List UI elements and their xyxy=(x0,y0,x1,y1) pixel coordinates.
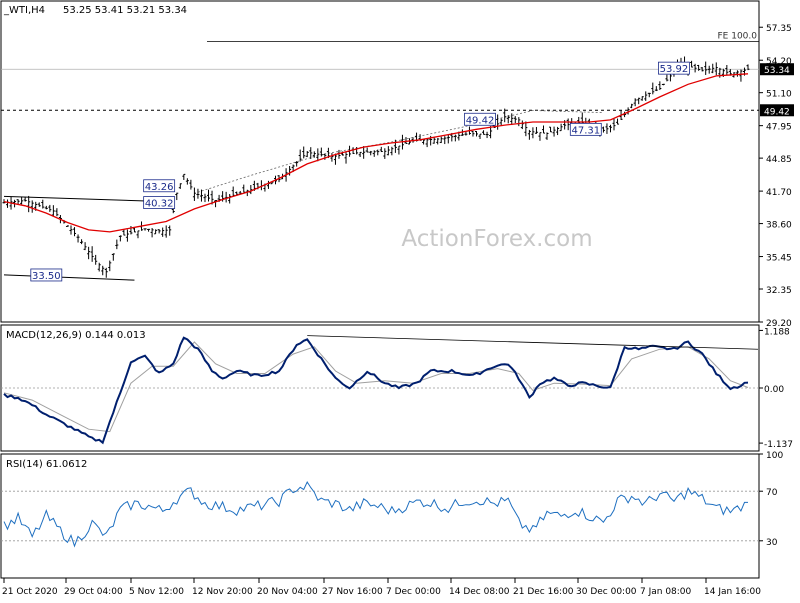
macd-line xyxy=(3,336,749,445)
price-trendline xyxy=(3,274,135,281)
ohlc-label: 53.25 53.41 53.21 53.34 xyxy=(63,5,187,16)
macd-axis-label: -1.137 xyxy=(764,440,793,450)
current-price-tag xyxy=(760,63,794,76)
price-label: 53.92 xyxy=(660,64,689,75)
price-label: 33.50 xyxy=(32,271,61,282)
rsi-line xyxy=(3,480,748,548)
support-price-tag-text: 49.42 xyxy=(764,107,790,117)
price-label: 47.31 xyxy=(571,125,600,136)
time-axis-label: 21 Oct 2020 xyxy=(2,587,58,597)
price-axis-label: 51.10 xyxy=(766,90,792,100)
time-axis-label: 30 Dec 00:00 xyxy=(576,587,637,597)
time-axis-label: 14 Jan 16:00 xyxy=(704,587,761,597)
time-axis-label: 14 Dec 08:00 xyxy=(449,587,510,597)
price-label-box xyxy=(464,112,496,126)
time-axis-label: 29 Oct 04:00 xyxy=(64,587,123,597)
time-axis-label: 20 Nov 04:00 xyxy=(257,587,318,597)
rsi-title: RSI(14) 61.0612 xyxy=(6,459,87,470)
sma-line xyxy=(3,73,749,233)
price-axis-label: 38.60 xyxy=(766,221,792,231)
macd-title: MACD(12,26,9) 0.144 0.013 xyxy=(6,330,146,341)
time-axis-label: 7 Dec 00:00 xyxy=(386,587,441,597)
current-price-tag-text: 53.34 xyxy=(764,66,790,76)
time-axis-label: 21 Dec 16:00 xyxy=(513,587,574,597)
macd-trendline xyxy=(307,335,759,350)
time-axis-label: 12 Nov 20:00 xyxy=(192,587,253,597)
watermark: ActionForex.com xyxy=(401,226,592,252)
price-label-box xyxy=(143,179,176,193)
symbol-label: _WTI,H4 xyxy=(3,5,45,16)
rsi-axis-label: 70 xyxy=(766,488,778,498)
price-axis-label: 54.20 xyxy=(766,57,792,67)
price-axis-label: 44.85 xyxy=(766,155,792,165)
price-axis-label: 35.45 xyxy=(766,254,792,264)
price-label-box xyxy=(658,61,690,75)
price-trendline xyxy=(3,195,167,203)
price-axis-label: 47.95 xyxy=(766,123,792,133)
price-axis-label: 29.20 xyxy=(766,319,792,329)
rsi-panel xyxy=(0,453,760,579)
macd-axis-label: 1.188 xyxy=(764,327,790,337)
price-label-box xyxy=(143,196,176,209)
rsi-axis-label: 30 xyxy=(766,538,778,548)
time-axis-label: 7 Jan 08:00 xyxy=(640,587,692,597)
time-axis-label: 27 Nov 16:00 xyxy=(322,587,383,597)
price-axis-label: 41.70 xyxy=(766,188,792,198)
dotted-channel xyxy=(197,110,604,193)
price-label: 40.32 xyxy=(145,199,174,210)
price-axis-label: 32.35 xyxy=(766,286,792,296)
price-panel xyxy=(0,0,760,323)
price-label-box xyxy=(30,268,63,282)
price-label: 49.42 xyxy=(466,115,495,126)
macd-axis-label: 0.00 xyxy=(764,385,784,395)
time-axis-label: 5 Nov 12:00 xyxy=(129,587,184,597)
price-label-box xyxy=(569,122,602,136)
rsi-axis-label: 100 xyxy=(766,451,783,461)
support-price-tag xyxy=(760,104,794,117)
fe-100-label: FE 100.0 xyxy=(718,31,758,41)
price-axis-label: 57.35 xyxy=(766,24,792,34)
price-label: 43.26 xyxy=(145,182,174,193)
macd-signal-line xyxy=(3,341,749,433)
